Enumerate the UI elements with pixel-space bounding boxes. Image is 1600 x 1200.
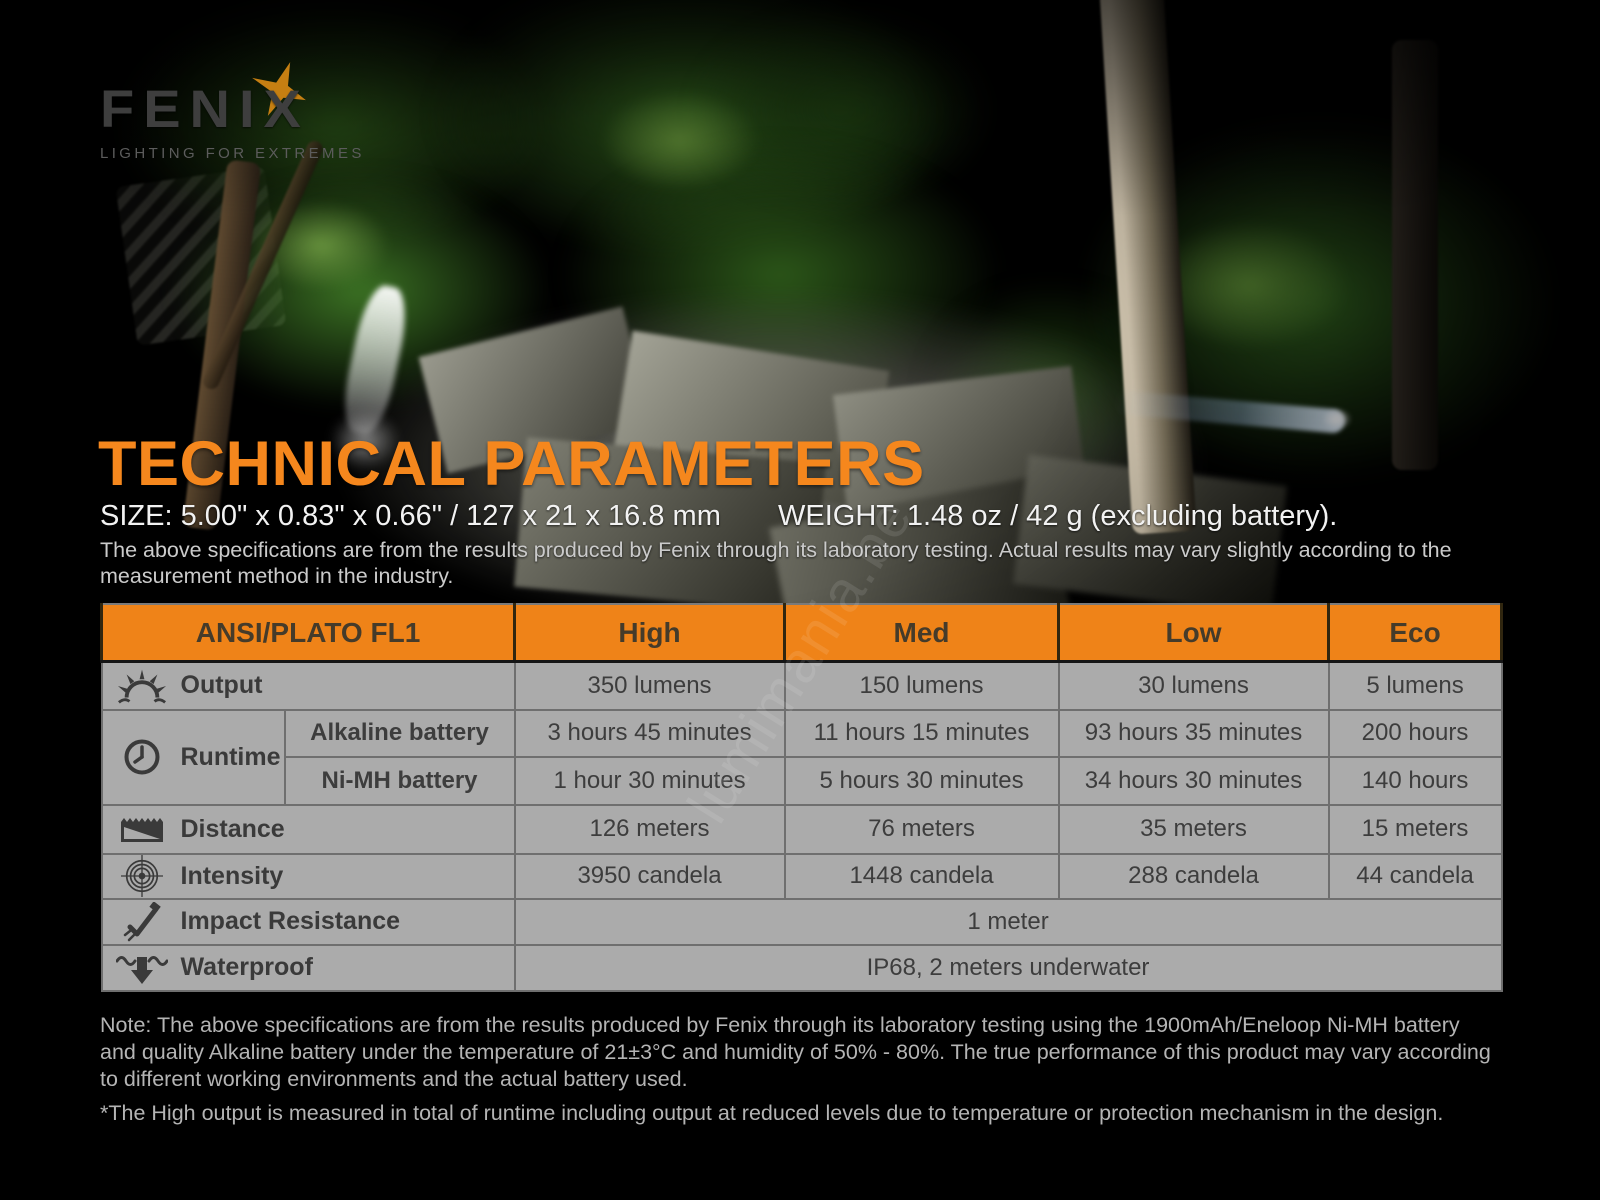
spec-table: ANSI/PLATO FL1 High Med Low Eco xyxy=(99,603,1504,992)
cell-nimh-eco: 140 hours xyxy=(1327,755,1503,806)
cell-output-high: 350 lumens xyxy=(513,660,786,711)
cell-output-low: 30 lumens xyxy=(1057,660,1330,711)
cell-alkaline-low: 93 hours 35 minutes xyxy=(1057,708,1330,758)
brand-name: FENIX xyxy=(100,78,310,139)
cell-impact-value: 1 meter xyxy=(513,897,1503,946)
high-output-footnote: *The High output is measured in total of… xyxy=(100,1101,1444,1125)
brand-tagline: LIGHTING FOR EXTREMES xyxy=(100,145,365,162)
cell-nimh-med: 5 hours 30 minutes xyxy=(783,755,1060,806)
testing-note: Note: The above specifications are from … xyxy=(100,1013,1491,1091)
sunburst-icon xyxy=(115,667,169,705)
page-title: TECHNICAL PARAMETERS xyxy=(98,429,925,499)
col-header-low: Low xyxy=(1057,604,1331,663)
row-label-intensity: Intensity xyxy=(180,861,284,890)
cell-distance-med: 76 meters xyxy=(783,803,1060,855)
row-header-output: Output xyxy=(100,660,516,711)
col-header-ansi: ANSI/PLATO FL1 xyxy=(99,604,517,663)
cell-intensity-low: 288 candela xyxy=(1057,852,1330,900)
cell-distance-low: 35 meters xyxy=(1057,803,1330,855)
bg-foliage-highlight xyxy=(600,90,760,190)
row-label-distance: Distance xyxy=(180,814,285,843)
bg-tree-trunk-dark xyxy=(1392,40,1438,470)
row-label-waterproof: Waterproof xyxy=(180,953,313,981)
cell-distance-high: 126 meters xyxy=(513,803,786,855)
col-header-med: Med xyxy=(783,604,1061,663)
row-label-impact: Impact Resistance xyxy=(180,907,401,935)
weight-label: WEIGHT: 1.48 oz / 42 g (excluding batter… xyxy=(778,500,1338,532)
brand-logo: FENIX LIGHTING FOR EXTREMES xyxy=(100,62,365,162)
row-header-waterproof: Waterproof xyxy=(100,943,516,992)
cell-alkaline-high: 3 hours 45 minutes xyxy=(513,708,786,758)
table-row-runtime-alkaline: Runtime Alkaline battery 3 hours 45 minu… xyxy=(100,708,1503,806)
cell-output-eco: 5 lumens xyxy=(1327,660,1503,711)
row-header-intensity: Intensity xyxy=(100,852,516,900)
clock-icon xyxy=(115,737,169,777)
cell-intensity-eco: 44 candela xyxy=(1327,852,1503,900)
row-label-runtime: Runtime xyxy=(180,742,281,771)
impact-hammer-icon xyxy=(115,901,169,942)
cell-nimh-low: 34 hours 30 minutes xyxy=(1057,755,1330,806)
table-row-runtime-nimh: Ni-MH battery 1 hour 30 minutes 5 hours … xyxy=(102,755,1503,806)
table-row-output: Output 350 lumens 150 lumens 30 lumens 5… xyxy=(100,660,1503,711)
cell-alkaline-med: 11 hours 15 minutes xyxy=(783,708,1060,758)
cell-intensity-high: 3950 candela xyxy=(513,852,786,900)
waterproof-arrow-icon xyxy=(115,950,169,986)
table-header-row: ANSI/PLATO FL1 High Med Low Eco xyxy=(99,604,1504,663)
table-row-impact: Impact Resistance 1 meter xyxy=(100,897,1503,946)
target-icon xyxy=(115,855,169,897)
table-row-intensity: Intensity 3950 candela 1448 candela 288 … xyxy=(100,852,1503,900)
row-label-nimh: Ni-MH battery xyxy=(283,755,516,806)
cell-nimh-high: 1 hour 30 minutes xyxy=(513,755,786,806)
cell-alkaline-eco: 200 hours xyxy=(1327,708,1503,758)
bg-flashlight-hotspot xyxy=(1322,408,1352,430)
cell-distance-eco: 15 meters xyxy=(1327,803,1503,855)
row-header-impact: Impact Resistance xyxy=(100,897,516,946)
cell-intensity-med: 1448 candela xyxy=(783,852,1060,900)
row-header-runtime: Runtime xyxy=(100,708,286,806)
cell-waterproof-value: IP68, 2 meters underwater xyxy=(513,943,1503,992)
size-weight-row: SIZE: 5.00" x 0.83" x 0.66" / 127 x 21 x… xyxy=(100,500,1500,534)
col-header-high: High xyxy=(513,604,787,663)
cell-output-med: 150 lumens xyxy=(783,660,1060,711)
table-row-waterproof: Waterproof IP68, 2 meters underwater xyxy=(100,943,1503,992)
table-row-distance: Distance 126 meters 76 meters 35 meters … xyxy=(100,803,1503,855)
beam-distance-icon xyxy=(115,814,169,844)
col-header-eco: Eco xyxy=(1327,604,1504,663)
size-label: SIZE: 5.00" x 0.83" x 0.66" / 127 x 21 x… xyxy=(100,500,721,532)
spec-disclaimer: The above specifications are from the re… xyxy=(100,538,1452,588)
row-label-output: Output xyxy=(180,671,263,700)
row-header-distance: Distance xyxy=(100,803,516,855)
row-label-alkaline: Alkaline battery xyxy=(283,708,516,758)
